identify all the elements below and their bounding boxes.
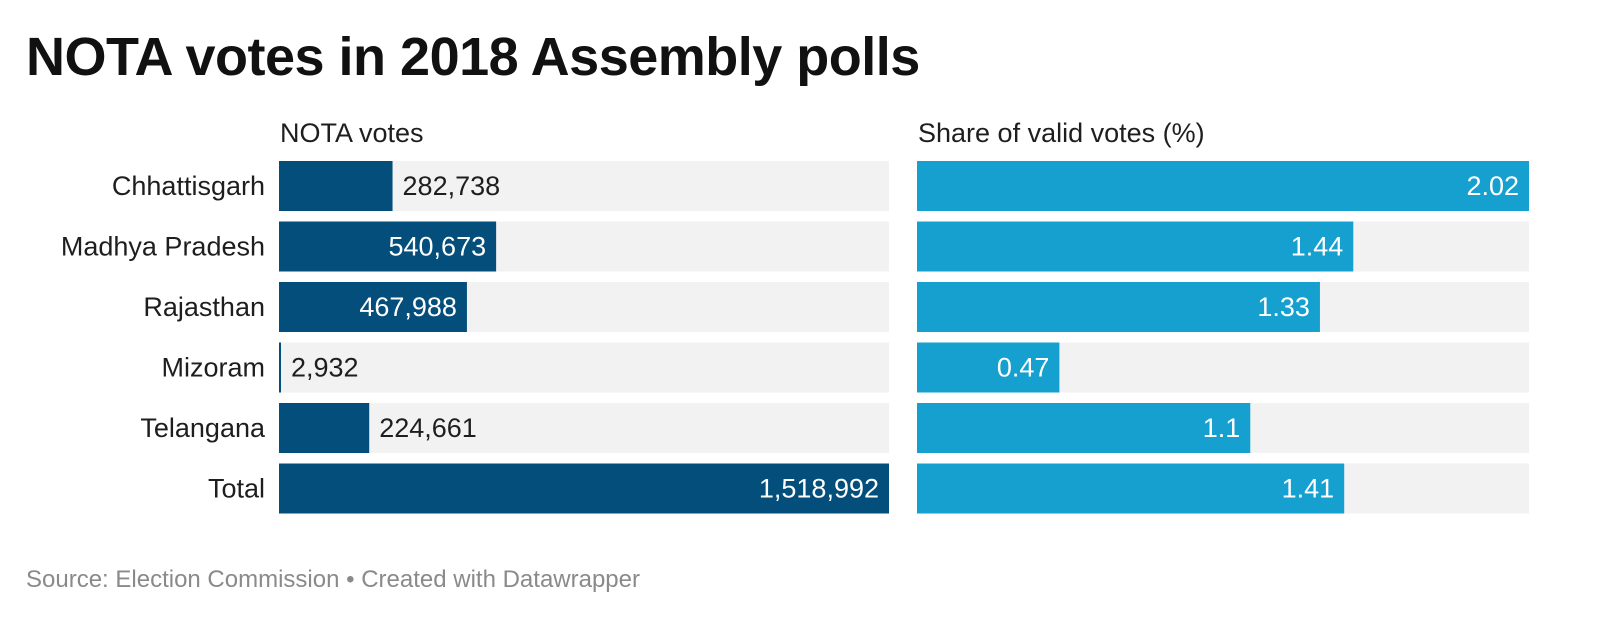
share-bar [917, 282, 1320, 332]
votes-bar [279, 282, 467, 332]
votes-bar [279, 161, 393, 211]
votes-value-label: 1,518,992 [759, 474, 879, 504]
share-value-label: 0.47 [997, 353, 1050, 383]
share-value-label: 2.02 [1466, 171, 1519, 201]
votes-track [279, 342, 889, 393]
share-value-label: 1.33 [1257, 292, 1310, 322]
votes-column-header: NOTA votes [280, 118, 424, 148]
votes-value-label: 282,738 [403, 171, 501, 201]
votes-value-label: 2,932 [291, 353, 359, 383]
share-bar [917, 403, 1251, 453]
category-label: Telangana [140, 413, 266, 443]
category-label: Chhattisgarh [112, 171, 265, 201]
category-label: Mizoram [161, 353, 265, 383]
votes-value-label: 540,673 [389, 232, 487, 262]
category-label: Total [208, 474, 265, 504]
share-bar [917, 463, 1345, 514]
category-label: Rajasthan [143, 292, 265, 322]
votes-bar [279, 221, 497, 272]
share-bar [917, 342, 1060, 393]
votes-track [279, 403, 889, 453]
share-value-label: 1.41 [1282, 474, 1335, 504]
share-value-label: 1.1 [1203, 413, 1241, 443]
share-value-label: 1.44 [1291, 232, 1344, 262]
share-bar [917, 221, 1354, 272]
votes-value-label: 467,988 [359, 292, 457, 322]
share-column-header: Share of valid votes (%) [918, 118, 1205, 148]
category-label: Madhya Pradesh [61, 232, 265, 262]
source-note: Source: Election Commission • Created wi… [26, 566, 640, 593]
votes-bar [279, 463, 889, 514]
votes-value-label: 224,661 [379, 413, 477, 443]
share-bar [917, 161, 1529, 211]
chart-title: NOTA votes in 2018 Assembly polls [26, 27, 920, 87]
votes-bar [279, 403, 370, 453]
votes-bar [279, 342, 281, 393]
